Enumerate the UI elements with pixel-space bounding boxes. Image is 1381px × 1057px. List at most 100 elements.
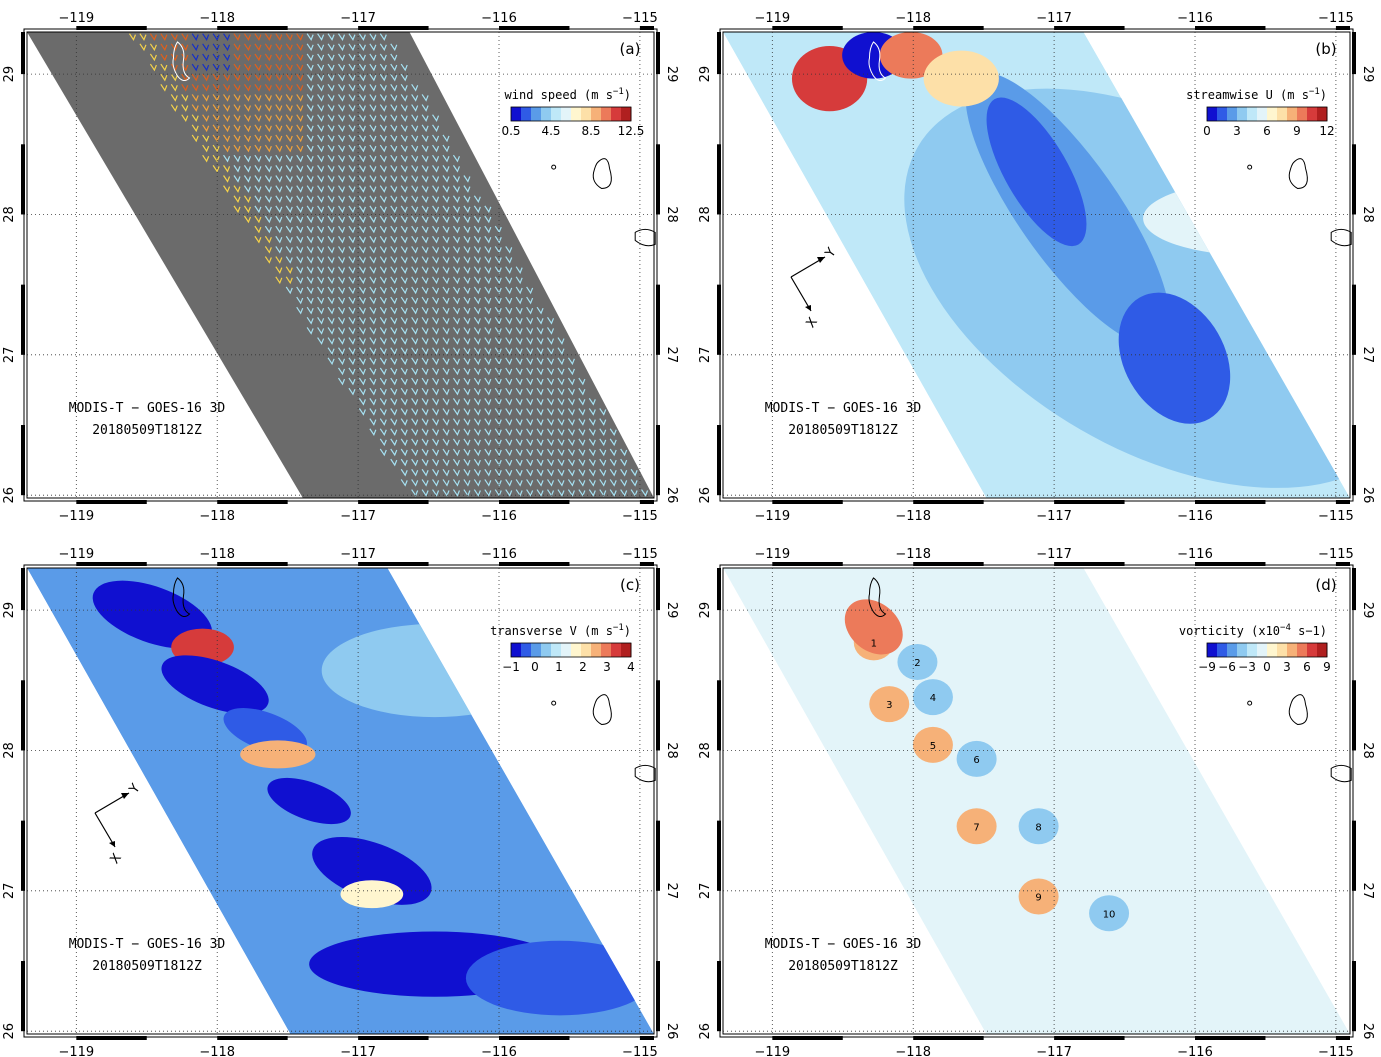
colorbar-cell <box>1247 107 1258 121</box>
colorbar-cell <box>1297 107 1308 121</box>
y-tick-left: 29 <box>2 602 17 619</box>
x-tick-top: −115 <box>622 547 658 562</box>
colorbar-tick: 6 <box>1303 660 1311 674</box>
colorbar-cell <box>571 643 582 657</box>
colorbar: transverse V (m s−1) −1 0 1 2 3 4 <box>490 623 635 674</box>
border-segment <box>656 961 660 1031</box>
border-segment <box>640 562 654 566</box>
border-segment <box>1054 1036 1124 1040</box>
border-segment <box>21 680 25 750</box>
y-tick-left: 27 <box>698 347 713 364</box>
border-segment <box>913 1036 983 1040</box>
eddy-label: 5 <box>930 741 936 752</box>
y-tick-left: 26 <box>2 1023 17 1040</box>
y-tick-left: 28 <box>2 206 17 223</box>
border-segment <box>1054 500 1124 504</box>
x-tick-top: −116 <box>1177 11 1213 26</box>
border-segment <box>76 562 146 566</box>
colorbar-cell <box>1287 107 1298 121</box>
colorbar-cell <box>611 643 622 657</box>
border-segment <box>913 26 983 30</box>
y-tick-right: 28 <box>664 742 679 759</box>
colorbar-title: vorticity (x10−4 s−1) <box>1179 623 1327 638</box>
x-axis-arrow <box>95 813 115 847</box>
annotation-source: MODIS-T − GOES-16 3D <box>69 937 226 952</box>
x-tick-bottom: −115 <box>622 1045 658 1057</box>
coast-mainland <box>635 765 655 781</box>
x-tick-top: −115 <box>622 11 658 26</box>
colorbar-cell <box>571 107 582 121</box>
colorbar-tick: 0 <box>1263 660 1271 674</box>
colorbar-tick: −9 <box>1198 660 1216 674</box>
colorbar-cell <box>541 107 552 121</box>
annotation-source: MODIS-T − GOES-16 3D <box>765 937 922 952</box>
field-blob <box>466 941 654 1016</box>
x-tick-bottom: −118 <box>199 509 235 524</box>
colorbar-tick: 0 <box>1203 124 1211 138</box>
border-segment <box>656 425 660 495</box>
colorbar-cell <box>1227 107 1238 121</box>
border-segment <box>499 26 569 30</box>
y-tick-right: 26 <box>1360 1023 1375 1040</box>
border-segment <box>717 821 721 891</box>
coast-island <box>593 695 611 725</box>
x-tick-top: −115 <box>1318 547 1354 562</box>
colorbar-cell <box>561 107 572 121</box>
y-tick-right: 26 <box>664 487 679 504</box>
colorbar-cell <box>621 107 632 121</box>
x-tick-bottom: −119 <box>58 509 94 524</box>
colorbar-cell <box>511 107 522 121</box>
eddy-label: 7 <box>973 822 979 833</box>
axis-label-x: X <box>803 315 820 331</box>
colorbar-cell <box>1277 107 1288 121</box>
border-segment <box>1352 961 1356 1031</box>
x-tick-top: −118 <box>199 547 235 562</box>
panel-label: (a) <box>620 40 641 58</box>
border-segment <box>640 26 654 30</box>
border-segment <box>640 1036 654 1040</box>
border-segment <box>717 568 721 610</box>
border-segment <box>76 1036 146 1040</box>
x-tick-bottom: −116 <box>1177 509 1213 524</box>
x-tick-top: −118 <box>199 11 235 26</box>
x-tick-bottom: −115 <box>1318 509 1354 524</box>
x-tick-bottom: −116 <box>481 509 517 524</box>
eddy-label: 10 <box>1103 909 1116 920</box>
colorbar-tick: 3 <box>603 660 611 674</box>
x-tick-top: −117 <box>340 547 376 562</box>
y-tick-right: 29 <box>664 602 679 619</box>
border-segment <box>21 32 25 74</box>
colorbar-cell <box>1267 107 1278 121</box>
y-tick-right: 27 <box>1360 883 1375 900</box>
x-tick-bottom: −117 <box>1036 509 1072 524</box>
eddy-label: 6 <box>973 755 979 766</box>
x-tick-top: −117 <box>1036 11 1072 26</box>
colorbar-tick: 2 <box>579 660 587 674</box>
colorbar-cell <box>1287 643 1298 657</box>
y-tick-left: 29 <box>698 66 713 83</box>
colorbar-cell <box>601 107 612 121</box>
coast-islet <box>552 701 556 705</box>
colorbar-tick: 3 <box>1283 660 1291 674</box>
colorbar-cell <box>1237 107 1248 121</box>
border-segment <box>21 144 25 214</box>
border-segment <box>21 285 25 355</box>
border-segment <box>499 500 569 504</box>
border-segment <box>656 568 660 610</box>
border-segment <box>217 562 287 566</box>
field-blob <box>1143 181 1369 256</box>
colorbar-cell <box>1207 107 1218 121</box>
border-segment <box>21 961 25 1031</box>
colorbar-tick: 9 <box>1293 124 1301 138</box>
border-segment <box>717 285 721 355</box>
colorbar-tick: 1 <box>555 660 563 674</box>
border-segment <box>76 26 146 30</box>
coast-islet <box>1248 165 1252 169</box>
colorbar-title: wind speed (m s−1) <box>505 87 631 102</box>
colorbar-cell <box>1267 643 1278 657</box>
border-segment <box>1352 680 1356 750</box>
border-segment <box>358 500 428 504</box>
colorbar-cell <box>1217 107 1228 121</box>
colorbar-tick: −1 <box>502 660 520 674</box>
arrowhead <box>121 793 129 799</box>
